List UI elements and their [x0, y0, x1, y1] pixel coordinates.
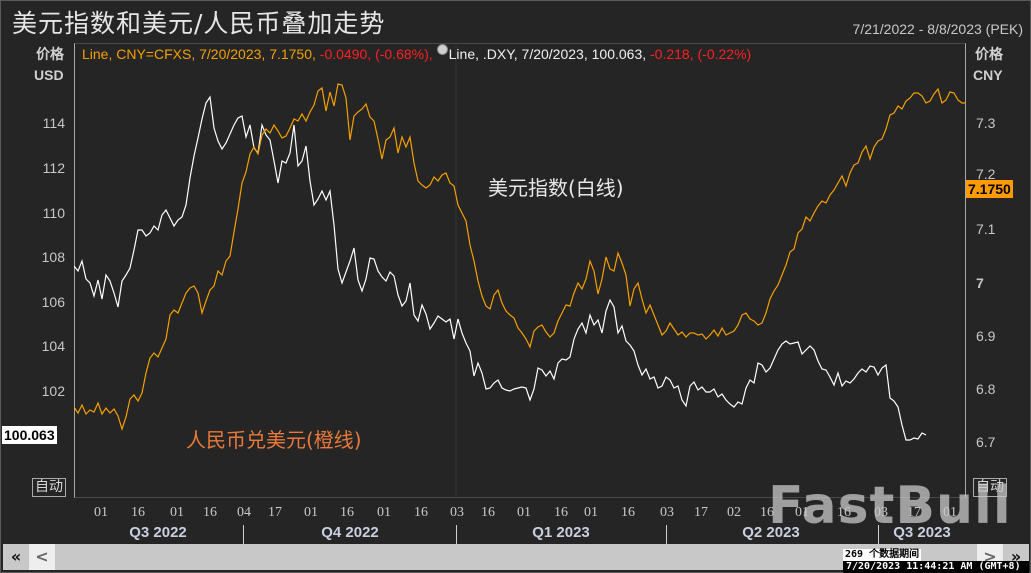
- left-axis-tick: 106: [41, 294, 65, 310]
- legend-cny-date: 7/20/2023: [199, 46, 262, 62]
- legend-dxy-ric: .DXY: [482, 46, 514, 62]
- dxy-last-value-badge: 100.063: [2, 426, 57, 444]
- x-axis-tick: 02: [727, 505, 741, 520]
- quarter-separator: [243, 525, 244, 545]
- x-axis-quarter: Q3 2022: [129, 524, 187, 541]
- legend-cny-ric: CNY=CFXS: [116, 46, 192, 62]
- legend-dxy-pct: (-0.22%): [697, 46, 752, 62]
- x-axis-tick: 03: [660, 505, 674, 520]
- legend-dxy-value: 100.063: [591, 46, 643, 62]
- right-axis-tick: 6.7: [976, 434, 996, 450]
- left-axis-auto-button[interactable]: 自动: [32, 478, 66, 497]
- right-axis-tick: 6.8: [976, 381, 996, 397]
- x-axis-tick: 01: [517, 505, 531, 520]
- x-axis-tick: 03: [874, 505, 888, 520]
- x-axis-tick: 01: [377, 505, 391, 520]
- left-axis-tick: 110: [42, 205, 65, 221]
- chart-legend: Line, CNY=CFXS, 7/20/2023, 7.1750, -0.04…: [82, 44, 752, 62]
- right-axis-tick: 7.3: [976, 115, 996, 131]
- x-axis-tick: 01: [304, 505, 318, 520]
- right-axis-tick: 7: [976, 275, 984, 291]
- scroll-prev-button[interactable]: <: [29, 544, 55, 570]
- x-axis-tick: 01: [795, 505, 809, 520]
- x-axis-tick: 16: [203, 505, 217, 520]
- fastbull-watermark: FastBull: [768, 476, 1012, 536]
- x-axis-tick: 16: [760, 505, 774, 520]
- x-axis-tick: 04: [237, 505, 251, 520]
- chart-title: 美元指数和美元/人民币叠加走势: [12, 9, 386, 38]
- quarter-separator: [666, 525, 667, 545]
- left-axis-tick: 108: [41, 249, 65, 265]
- x-axis-tick: 16: [837, 505, 851, 520]
- cny-line: [74, 83, 966, 431]
- legend-cny-value: 7.1750: [269, 46, 313, 62]
- right-axis-caption-price: 价格: [975, 46, 1003, 62]
- x-axis-tick: 16: [340, 505, 354, 520]
- x-axis-tick: 16: [481, 505, 495, 520]
- quarter-separator: [878, 525, 879, 545]
- left-axis-tick: 102: [41, 383, 65, 399]
- cny-last-value-badge: 7.1750: [966, 180, 1013, 198]
- annotation-cny: 人民币兑美元(橙线): [186, 428, 362, 452]
- date-range: 7/21/2022 - 8/8/2023 (PEK): [852, 21, 1023, 37]
- right-axis-tick: 7.1: [976, 221, 996, 237]
- left-axis-caption-price: 价格: [36, 46, 64, 62]
- scroll-first-button[interactable]: «: [3, 544, 29, 570]
- x-axis-tick: 03: [450, 505, 464, 520]
- left-axis-caption-currency: USD: [34, 67, 64, 83]
- annotation-dxy: 美元指数(白线): [488, 176, 624, 200]
- x-axis-quarter: Q1 2023: [532, 524, 590, 541]
- right-axis-auto-button[interactable]: 自动: [973, 478, 1007, 497]
- x-axis-quarter: Q4 2022: [321, 524, 379, 541]
- left-axis-tick: 104: [41, 338, 65, 354]
- legend-dxy-date: 7/20/2023: [521, 46, 584, 62]
- left-axis-tick: 112: [42, 160, 65, 176]
- x-axis-quarter: Q3 2023: [893, 524, 951, 541]
- plot-area[interactable]: [74, 43, 966, 498]
- x-axis-tick: 17: [907, 505, 921, 520]
- x-axis-tick: 16: [414, 505, 428, 520]
- right-axis-tick: 7.2: [976, 166, 996, 182]
- x-axis-tick: 17: [694, 505, 708, 520]
- clock-icon: [436, 44, 448, 55]
- right-axis-tick: 6.9: [976, 328, 996, 344]
- x-axis-tick: 16: [131, 505, 145, 520]
- left-axis-tick: 114: [42, 115, 65, 131]
- x-axis-tick: 16: [621, 505, 635, 520]
- x-axis-tick: 01: [94, 505, 108, 520]
- x-axis-tick: 01: [584, 505, 598, 520]
- x-axis-tick: 01: [170, 505, 184, 520]
- quarter-separator: [456, 525, 457, 545]
- right-axis-caption-currency: CNY: [973, 67, 1003, 83]
- legend-dxy-type: Line: [448, 46, 476, 62]
- legend-cny-pct: (-0.68%): [375, 46, 429, 62]
- x-axis-tick: 17: [268, 505, 282, 520]
- x-axis-quarter: Q2 2023: [742, 524, 800, 541]
- legend-cny-change: -0.0490: [319, 46, 368, 62]
- timestamp-label: 7/20/2023 11:44:21 AM (GMT+8): [843, 561, 1029, 573]
- x-axis-tick: 01: [943, 505, 957, 520]
- legend-cny-type: Line: [82, 46, 109, 62]
- dxy-line: [74, 95, 927, 441]
- x-axis-tick: 16: [554, 505, 568, 520]
- legend-dxy-change: -0.218: [650, 46, 690, 62]
- data-points-label: 269 个数据期间: [843, 549, 922, 561]
